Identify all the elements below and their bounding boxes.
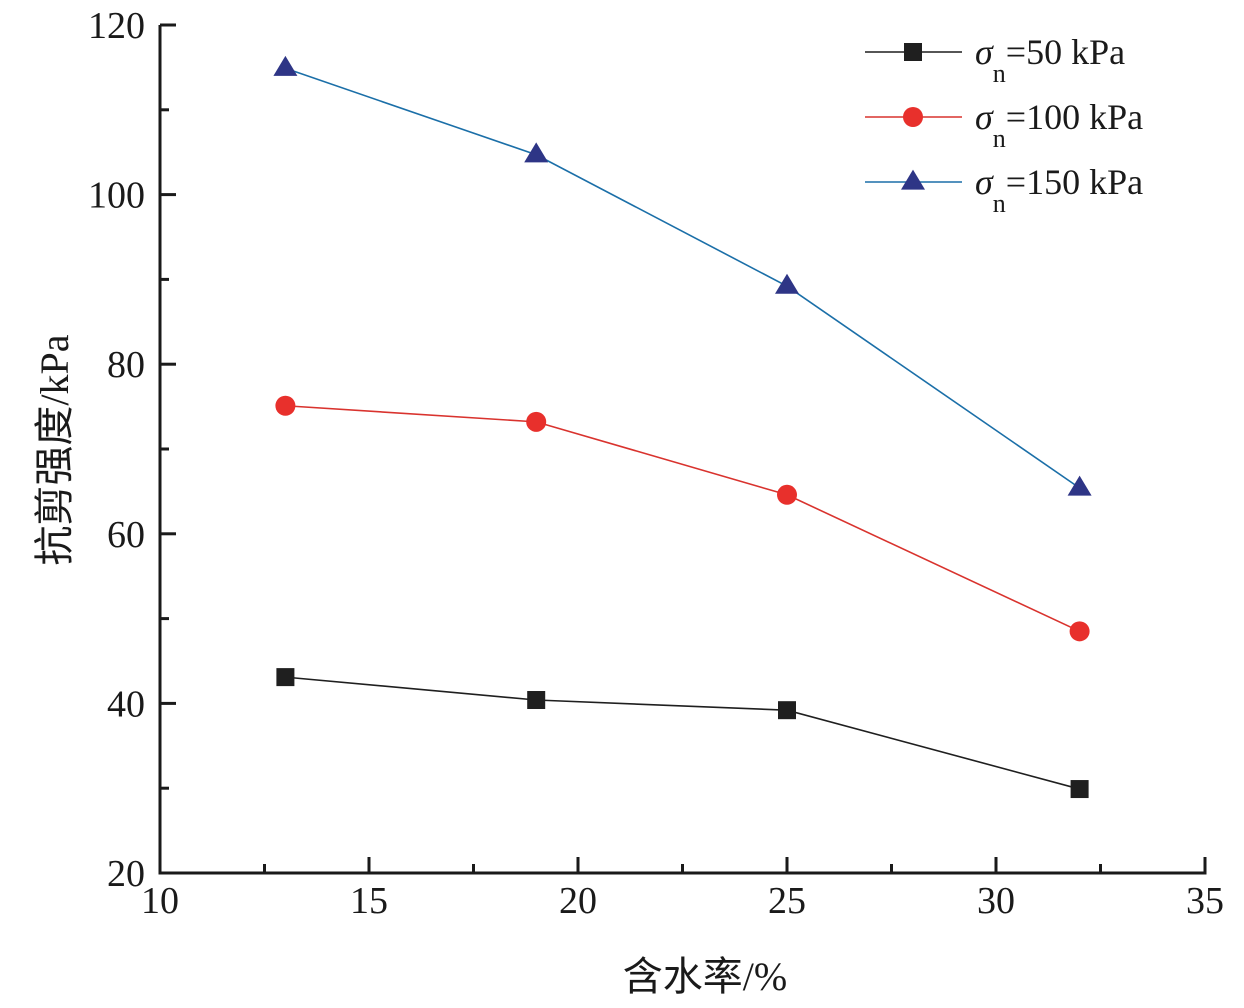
data-point-circle — [275, 395, 296, 416]
x-tick-label: 20 — [559, 880, 597, 922]
series-square — [276, 668, 1089, 799]
series-line — [285, 676, 1080, 790]
x-tick-label: 10 — [141, 880, 179, 922]
y-axis-title: 抗剪强度/kPa — [32, 334, 77, 565]
data-point-circle — [1069, 621, 1090, 642]
series-circle — [275, 395, 1090, 642]
data-point-square — [276, 668, 295, 687]
series-line — [285, 404, 1080, 633]
data-point-square — [778, 701, 796, 720]
y-tick-label: 20 — [107, 853, 145, 895]
series-line — [285, 67, 1081, 489]
legend-label: σn=50 kPa — [975, 32, 1125, 88]
x-tick-label: 30 — [977, 880, 1015, 922]
data-point-circle — [777, 484, 797, 505]
y-tick-label: 60 — [107, 514, 145, 556]
legend-item: σn=150 kPa — [865, 162, 1143, 218]
y-tick-label: 100 — [88, 175, 145, 217]
data-point-triangle — [775, 273, 799, 294]
y-tick-label: 120 — [88, 5, 145, 47]
y-tick-label: 40 — [107, 683, 145, 725]
x-tick-label: 15 — [350, 880, 388, 922]
series-triangle — [273, 55, 1092, 496]
legend-marker-square — [904, 43, 922, 61]
axes: 10 15 20 25 30 35 20 40 60 80 100 120 — [88, 5, 1224, 922]
series-layer — [273, 55, 1092, 799]
data-point-triangle — [1067, 475, 1092, 496]
legend-label: σn=100 kPa — [975, 97, 1143, 153]
x-tick-label: 25 — [768, 880, 806, 922]
legend-marker-triangle — [901, 169, 925, 190]
legend-item: σn=50 kPa — [865, 32, 1125, 88]
data-point-circle — [526, 411, 547, 432]
data-point-square — [527, 691, 546, 710]
legend-label: σn=150 kPa — [975, 162, 1143, 218]
data-point-triangle — [273, 55, 298, 76]
y-tick-label: 80 — [107, 344, 145, 386]
data-point-triangle — [524, 142, 549, 163]
legend-item: σn=100 kPa — [865, 97, 1143, 153]
legend-marker-circle — [903, 107, 923, 127]
x-tick-label: 35 — [1186, 880, 1224, 922]
data-point-square — [1070, 780, 1089, 799]
legend: σn=50 kPa σn=100 kPa σn=150 kPa — [865, 32, 1143, 218]
x-axis-title: 含水率/% — [623, 954, 787, 999]
